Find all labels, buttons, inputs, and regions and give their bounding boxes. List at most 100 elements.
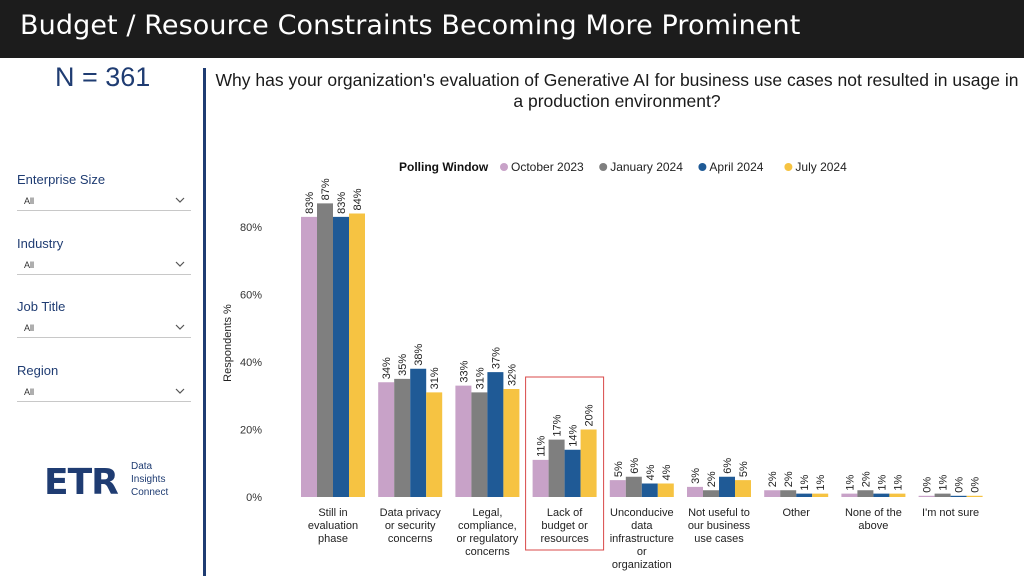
data-label: 1% xyxy=(876,475,888,491)
bar xyxy=(873,493,890,497)
bar xyxy=(609,480,626,497)
category-label: concerns xyxy=(465,546,510,558)
bar xyxy=(532,459,549,497)
bar xyxy=(764,490,781,497)
bar xyxy=(657,483,674,497)
filter-value: All xyxy=(24,196,35,206)
y-tick-label: 20% xyxy=(240,425,262,437)
filter-label: Region xyxy=(17,363,59,378)
bar xyxy=(503,389,520,497)
bar xyxy=(580,429,597,497)
etr-logo-mark: ETR xyxy=(44,463,119,499)
data-label: 83% xyxy=(304,192,316,214)
bar xyxy=(641,483,658,497)
category-label: resources xyxy=(540,533,589,545)
data-label: 0% xyxy=(954,477,966,493)
category-label: or xyxy=(637,546,647,558)
data-label: 2% xyxy=(783,471,795,487)
category-label: concerns xyxy=(388,533,433,545)
data-label: 33% xyxy=(458,360,470,382)
category-label: I'm not sure xyxy=(922,507,979,519)
legend-swatch xyxy=(500,163,508,171)
data-label: 2% xyxy=(767,471,779,487)
bar xyxy=(735,480,751,497)
category-label: Unconducive xyxy=(610,507,674,519)
bar xyxy=(841,493,858,497)
category-label: our business xyxy=(688,520,751,532)
bar xyxy=(301,216,317,497)
sidebar-divider xyxy=(203,68,206,576)
bar xyxy=(426,392,443,497)
data-label: 83% xyxy=(336,192,348,214)
bar xyxy=(487,372,504,497)
category-label: Legal, xyxy=(472,507,502,519)
data-label: 14% xyxy=(568,425,580,447)
data-label: 1% xyxy=(815,475,827,491)
data-label: 6% xyxy=(629,458,641,474)
logo-line: Insights xyxy=(131,474,166,485)
data-label: 1% xyxy=(799,475,811,491)
data-label: 4% xyxy=(661,464,673,480)
legend-entry: April 2024 xyxy=(709,160,763,174)
category-label: use cases xyxy=(694,533,744,545)
industry-select[interactable]: All xyxy=(17,258,191,275)
category-label: or security xyxy=(385,520,436,532)
bar xyxy=(564,449,581,497)
filter-value: All xyxy=(24,387,35,397)
data-label: 0% xyxy=(922,477,934,493)
page-title: Budget / Resource Constraints Becoming M… xyxy=(20,10,801,41)
bar xyxy=(394,378,411,497)
y-tick-label: 0% xyxy=(246,492,262,504)
y-tick-label: 60% xyxy=(240,290,262,302)
bar xyxy=(934,493,951,497)
filter-region: Region All xyxy=(17,363,191,402)
data-label: 34% xyxy=(381,357,393,379)
data-label: 2% xyxy=(706,471,718,487)
category-label: Lack of xyxy=(547,507,583,519)
bar xyxy=(455,385,472,497)
logo-line: Data xyxy=(131,461,153,472)
enterprise-size-select[interactable]: All xyxy=(17,194,191,211)
bar xyxy=(333,216,349,497)
chevron-down-icon xyxy=(175,324,185,330)
legend-entry: October 2023 xyxy=(511,160,584,174)
data-label: 84% xyxy=(352,188,364,210)
y-tick-label: 40% xyxy=(240,357,262,369)
region-select[interactable]: All xyxy=(17,385,191,402)
filter-industry: Industry All xyxy=(17,236,191,275)
bar xyxy=(703,490,719,497)
bar xyxy=(317,203,333,497)
bar xyxy=(410,368,427,497)
data-label: 5% xyxy=(613,461,625,477)
job-title-select[interactable]: All xyxy=(17,321,191,338)
category-label: Data privacy xyxy=(380,507,442,519)
bar xyxy=(812,493,829,497)
filter-label: Industry xyxy=(17,236,64,251)
title-bar: Budget / Resource Constraints Becoming M… xyxy=(0,0,1024,58)
bar xyxy=(548,439,565,497)
data-label: 20% xyxy=(584,404,596,426)
data-label: 11% xyxy=(536,435,548,456)
bar xyxy=(719,476,735,497)
category-label: None of the xyxy=(845,507,902,519)
filter-value: All xyxy=(24,323,35,333)
logo-line: Connect xyxy=(131,487,169,498)
legend-swatch xyxy=(784,163,793,171)
data-label: 87% xyxy=(320,178,332,200)
category-label: Not useful to xyxy=(688,507,750,519)
bar xyxy=(780,490,797,497)
legend-entry: July 2024 xyxy=(795,160,847,174)
data-label: 35% xyxy=(397,354,409,376)
bar xyxy=(857,490,874,497)
data-label: 31% xyxy=(429,367,441,389)
sidebar xyxy=(0,58,204,576)
category-label: above xyxy=(858,520,888,532)
category-label: or regulatory xyxy=(457,533,519,545)
bar xyxy=(349,213,365,497)
data-label: 32% xyxy=(506,364,518,386)
category-label: infrastructure xyxy=(610,533,674,545)
sample-size-label: N = 361 xyxy=(55,62,151,92)
bar xyxy=(796,493,813,497)
data-label: 4% xyxy=(645,464,657,480)
